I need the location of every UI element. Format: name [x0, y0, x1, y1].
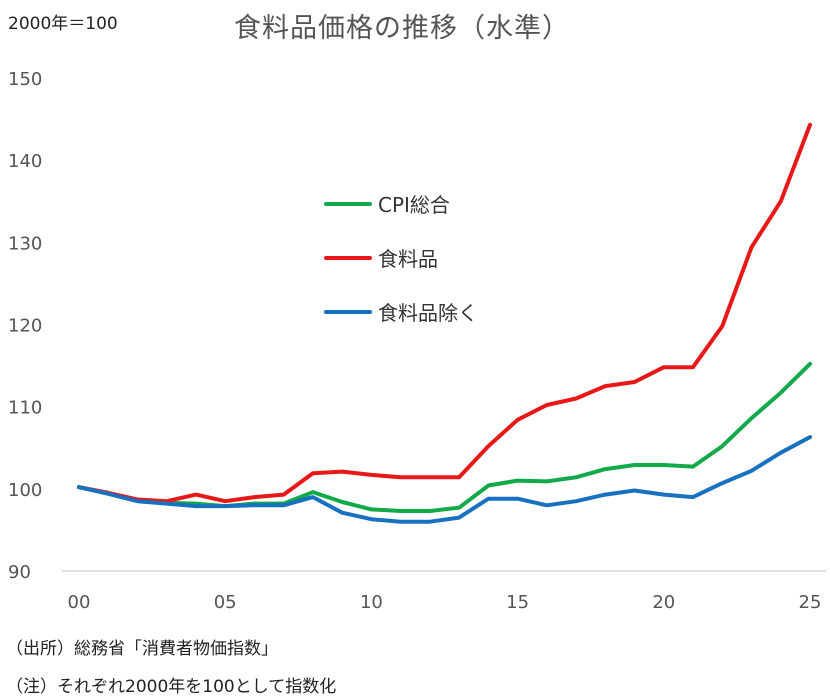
- series-line: [77, 435, 812, 524]
- x-tick-label: 10: [360, 592, 383, 613]
- y-tick-label: 100: [8, 480, 42, 501]
- y-tick-label: 130: [8, 233, 42, 254]
- y-axis-unit-label: 2000年＝100: [8, 14, 118, 34]
- legend-label: 食料品: [378, 247, 438, 271]
- y-tick-label: 140: [8, 151, 42, 172]
- x-tick-label: 20: [652, 592, 675, 613]
- series-line: [77, 122, 812, 504]
- y-tick-label: 150: [8, 69, 42, 90]
- legend-label: CPI総合: [378, 193, 450, 217]
- x-tick-label: 15: [506, 592, 529, 613]
- chart-title: 食料品価格の推移（水準）: [234, 13, 570, 44]
- remark-note: （注）それぞれ2000年を100として指数化: [6, 677, 337, 697]
- y-tick-label: 110: [8, 398, 42, 419]
- y-tick-label: 90: [8, 562, 31, 583]
- x-tick-label: 05: [214, 592, 237, 613]
- series-line: [77, 361, 812, 513]
- y-tick-label: 120: [8, 316, 42, 337]
- legend-label: 食料品除く: [378, 301, 478, 325]
- source-note: （出所）総務省「消費者物価指数」: [6, 639, 278, 659]
- x-tick-label: 25: [799, 592, 822, 613]
- x-tick-label: 00: [68, 592, 91, 613]
